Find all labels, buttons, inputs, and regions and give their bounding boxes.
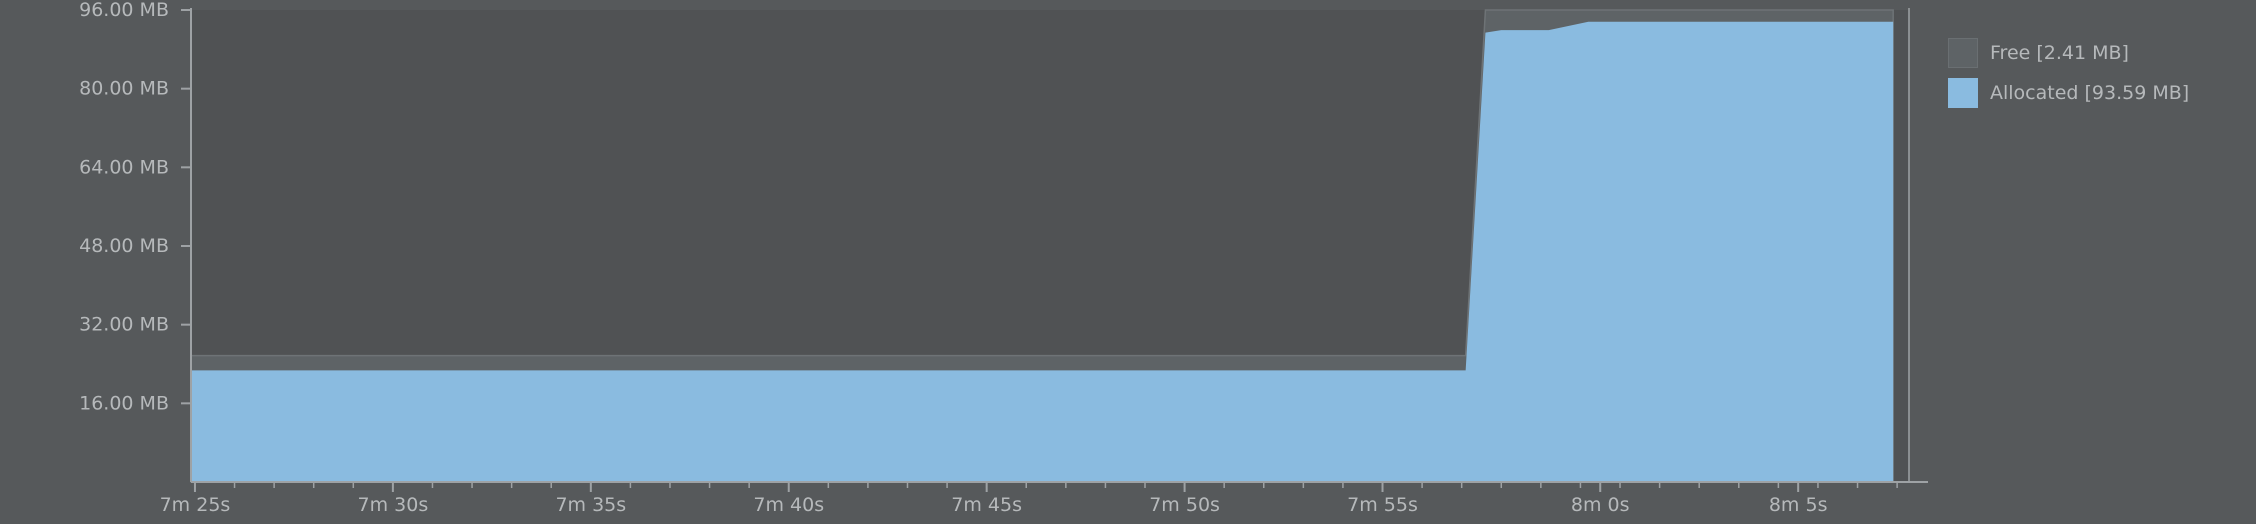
- y-tick-label: 80.00 MB: [79, 78, 169, 100]
- y-tick-label: 96.00 MB: [79, 0, 169, 21]
- x-tick-label: 7m 30s: [358, 494, 429, 516]
- legend: Free [2.41 MB] Allocated [93.59 MB]: [1948, 37, 2189, 117]
- x-tick-label: 7m 25s: [160, 494, 231, 516]
- legend-label-free: Free [2.41 MB]: [1990, 42, 2129, 64]
- x-tick-label: 7m 40s: [753, 494, 824, 516]
- x-tick-label: 7m 50s: [1149, 494, 1220, 516]
- legend-label-allocated: Allocated [93.59 MB]: [1990, 82, 2190, 104]
- y-tick-label: 48.00 MB: [79, 235, 169, 257]
- x-tick-label: 8m 0s: [1571, 494, 1630, 516]
- y-tick-label: 32.00 MB: [79, 314, 169, 336]
- x-tick-label: 7m 45s: [951, 494, 1022, 516]
- legend-item-allocated: Allocated [93.59 MB]: [1948, 77, 2189, 109]
- x-tick-label: 7m 55s: [1347, 494, 1418, 516]
- y-tick-label: 64.00 MB: [79, 156, 169, 178]
- legend-swatch-allocated: [1948, 78, 1978, 108]
- x-tick-label: 7m 35s: [555, 494, 626, 516]
- x-tick-label: 8m 5s: [1769, 494, 1828, 516]
- area-allocated: [191, 21, 1894, 483]
- legend-item-free: Free [2.41 MB]: [1948, 37, 2189, 69]
- legend-swatch-free: [1948, 38, 1978, 68]
- y-tick-label: 16.00 MB: [79, 392, 169, 414]
